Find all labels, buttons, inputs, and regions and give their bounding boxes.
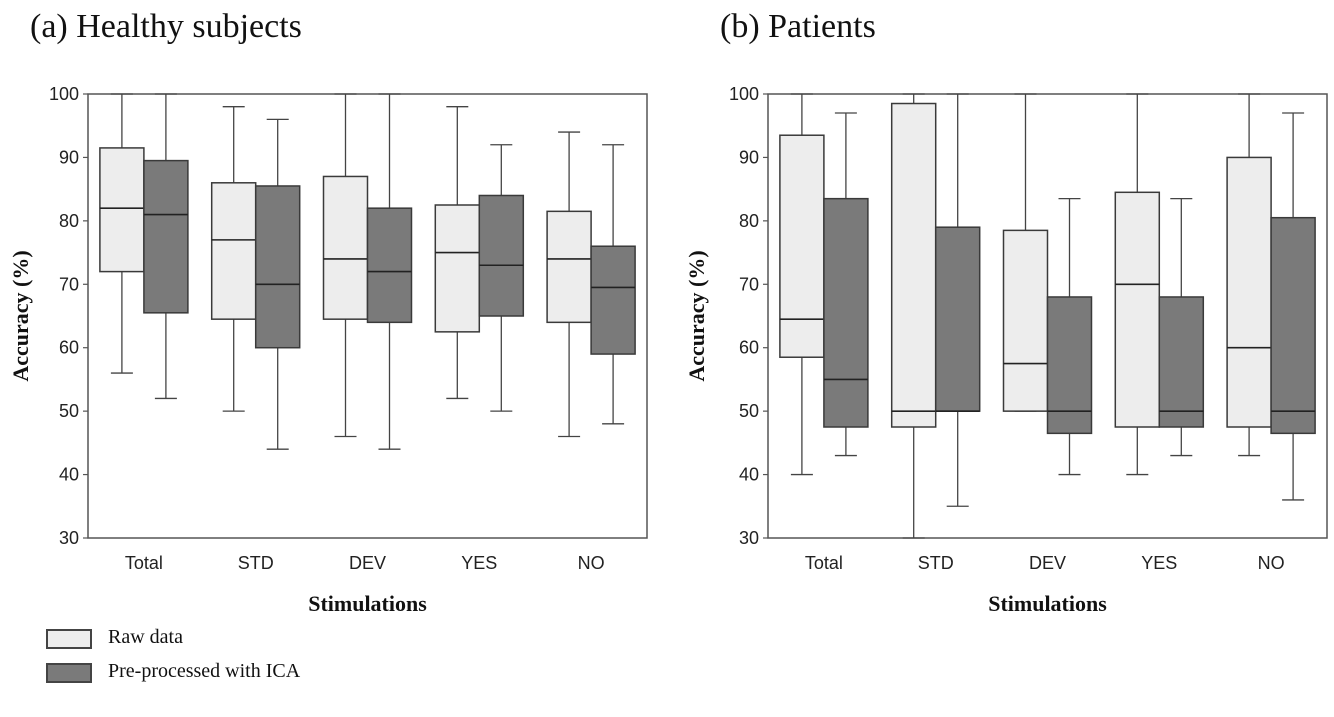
- x-tick-label: YES: [1141, 553, 1177, 573]
- y-tick-label: 100: [49, 84, 79, 104]
- y-tick-label: 30: [59, 528, 79, 548]
- chart-patients: 30 40 50 60 70 80 90 100 Accuracy (%) Stimulation…: [684, 84, 1328, 616]
- x-tick-label: DEV: [349, 553, 386, 573]
- box-body: [890, 102, 937, 428]
- box-no-ica: [590, 144, 636, 425]
- y-tick-label: 90: [59, 147, 79, 167]
- panel-b-title: (b) Patients: [720, 8, 876, 45]
- x-tick-label: Total: [125, 553, 163, 573]
- x-tick-label: Total: [805, 553, 843, 573]
- box-dev-raw: [1002, 93, 1049, 412]
- box-total-raw: [779, 93, 825, 476]
- legend-label-ica: Pre-processed with ICA: [108, 660, 301, 682]
- box-body: [1114, 191, 1161, 428]
- x-tick-label: DEV: [1029, 553, 1066, 573]
- box-body: [1226, 156, 1272, 428]
- y-tick-label: 40: [59, 465, 79, 485]
- panel-a-title: (a) Healthy subjects: [30, 8, 302, 45]
- box-std-ica: [934, 93, 981, 507]
- box-body: [779, 134, 825, 358]
- box-body: [1002, 229, 1049, 412]
- x-axis-title: Stimulations: [308, 591, 427, 616]
- box-body: [1270, 216, 1316, 435]
- legend: Raw data Pre-processed with ICA: [46, 625, 308, 693]
- box-body: [210, 182, 257, 320]
- x-tick-label: NO: [1258, 553, 1285, 573]
- plot-frame: [87, 93, 648, 539]
- box-body: [254, 185, 301, 349]
- y-tick-label: 50: [739, 401, 759, 421]
- y-axis-title: Accuracy (%): [8, 250, 33, 381]
- box-std-ica: [254, 118, 301, 450]
- y-tick-label: 60: [739, 338, 759, 358]
- box-no-raw: [1226, 93, 1272, 457]
- y-tick-label: 50: [59, 401, 79, 421]
- box-dev-raw: [322, 93, 369, 438]
- box-body: [823, 197, 869, 428]
- y-tick-label: 80: [59, 211, 79, 231]
- y-tick-label: 80: [739, 211, 759, 231]
- box-body: [546, 210, 592, 324]
- y-tick-label: 90: [739, 147, 759, 167]
- x-tick-label: STD: [238, 553, 274, 573]
- y-tick-label: 40: [739, 465, 759, 485]
- box-body: [590, 245, 636, 355]
- x-tick-label: STD: [918, 553, 954, 573]
- box-dev-ica: [366, 93, 413, 450]
- x-tick-label: YES: [461, 553, 497, 573]
- box-body: [1158, 296, 1205, 428]
- box-yes-raw: [1114, 93, 1161, 476]
- box-body: [1046, 296, 1093, 435]
- y-tick-label: 100: [729, 84, 759, 104]
- box-body: [478, 194, 525, 317]
- legend-swatch-ica: [46, 663, 92, 683]
- x-axis-title: Stimulations: [988, 591, 1107, 616]
- legend-item-raw-data: Raw data: [46, 625, 308, 649]
- box-body: [322, 175, 369, 320]
- legend-item-ica: Pre-processed with ICA: [46, 659, 308, 683]
- box-yes-raw: [434, 106, 481, 400]
- box-body: [366, 207, 413, 324]
- chart-healthy-subjects: 30 40 50 60 70 80 90 100 Accuracy (%) Stimulation…: [8, 84, 648, 616]
- box-total-raw: [99, 93, 145, 374]
- box-yes-ica: [1158, 198, 1205, 457]
- box-no-ica: [1270, 112, 1316, 501]
- legend-label-raw: Raw data: [108, 626, 183, 648]
- box-body: [143, 159, 189, 314]
- box-no-raw: [546, 131, 592, 438]
- box-std-raw: [210, 106, 257, 412]
- box-yes-ica: [478, 144, 525, 412]
- box-total-ica: [143, 93, 189, 400]
- y-tick-label: 70: [739, 274, 759, 294]
- box-dev-ica: [1046, 198, 1093, 476]
- y-tick-label: 30: [739, 528, 759, 548]
- box-std-raw: [890, 93, 937, 539]
- y-tick-label: 60: [59, 338, 79, 358]
- plot-frame: [767, 93, 1328, 539]
- box-body: [934, 226, 981, 412]
- x-tick-label: NO: [578, 553, 605, 573]
- box-body: [434, 204, 481, 333]
- y-axis-title: Accuracy (%): [684, 250, 709, 381]
- y-tick-label: 70: [59, 274, 79, 294]
- legend-swatch-raw: [46, 629, 92, 649]
- box-total-ica: [823, 112, 869, 457]
- box-body: [99, 147, 145, 273]
